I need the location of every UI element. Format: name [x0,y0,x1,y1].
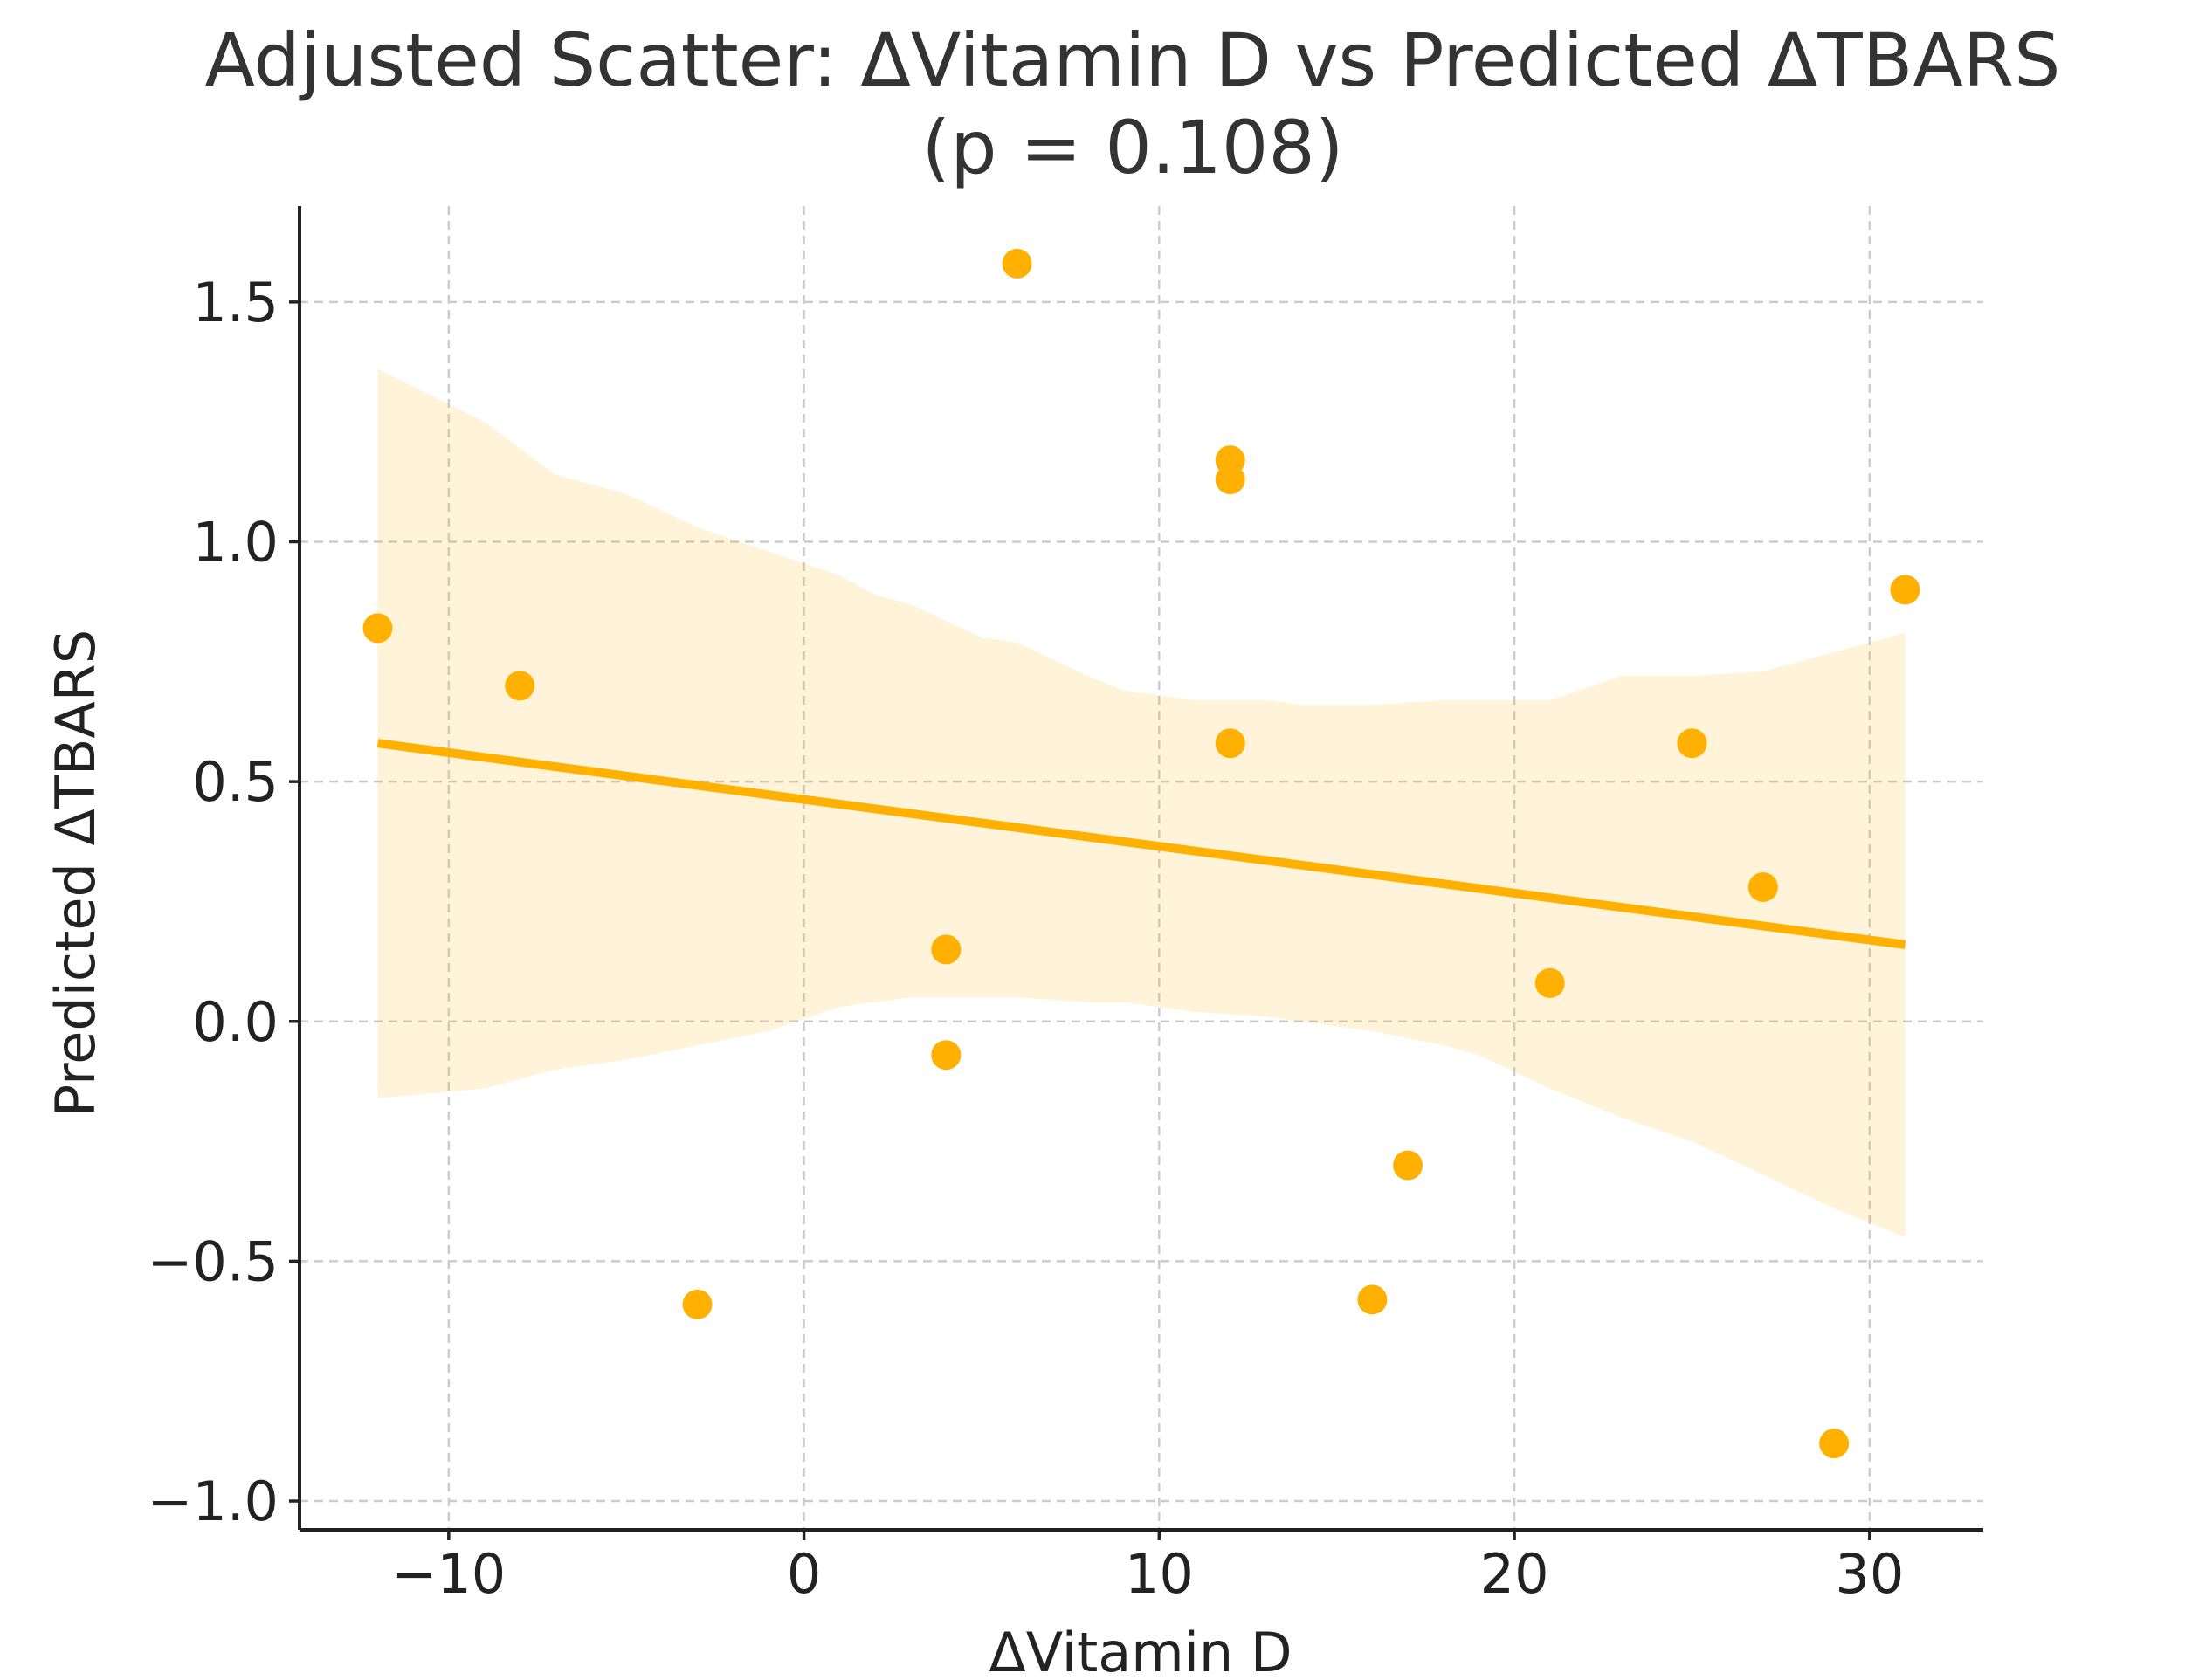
data-point-8 [1215,465,1245,495]
grid-lines [300,206,1983,1530]
x-ticks: −10 0 10 20 30 [391,1530,1904,1606]
data-point-14 [1747,871,1778,902]
data-point-1 [362,613,393,644]
data-point-16 [1890,575,1920,605]
chart-title: Adjusted Scatter: ΔVitamin D vs Predicte… [205,17,2061,103]
y-tick-label: −1.0 [147,1470,279,1533]
confidence-band-area [377,368,1906,1237]
x-tick-label: 30 [1835,1542,1904,1606]
y-tick-label: 1.5 [192,271,279,334]
x-tick-label: 20 [1480,1542,1549,1606]
data-point-11 [1393,1150,1423,1181]
data-point-2 [505,671,535,701]
x-axis-label: ΔVitamin D [989,1621,1292,1680]
data-point-5 [931,1040,962,1071]
axes [298,206,1983,1532]
y-tick-label: 1.0 [192,510,279,574]
data-point-10 [1357,1284,1388,1315]
x-tick-label: 10 [1125,1542,1194,1606]
scatter-points [362,248,1920,1459]
data-point-4 [931,934,962,965]
y-axis-label: Predicted ΔTBARS [44,630,107,1117]
data-point-3 [682,1289,713,1319]
x-tick-label: −10 [391,1542,506,1606]
data-point-12 [1534,967,1565,998]
y-tick-label: 0.0 [192,990,279,1054]
data-point-6 [1002,248,1032,279]
confidence-band [377,368,1906,1237]
x-tick-label: 0 [787,1542,821,1606]
regression-line [376,739,1906,949]
regression-line-group [376,739,1906,949]
y-tick-label: −0.5 [147,1229,279,1293]
y-ticks: −1.0 −0.5 0.0 0.5 1.0 1.5 [147,271,300,1533]
data-point-15 [1819,1429,1850,1459]
chart-subtitle-p-value: (p = 0.108) [921,105,1343,190]
data-point-13 [1677,728,1707,759]
data-point-9 [1215,728,1245,759]
y-tick-label: 0.5 [192,750,279,814]
